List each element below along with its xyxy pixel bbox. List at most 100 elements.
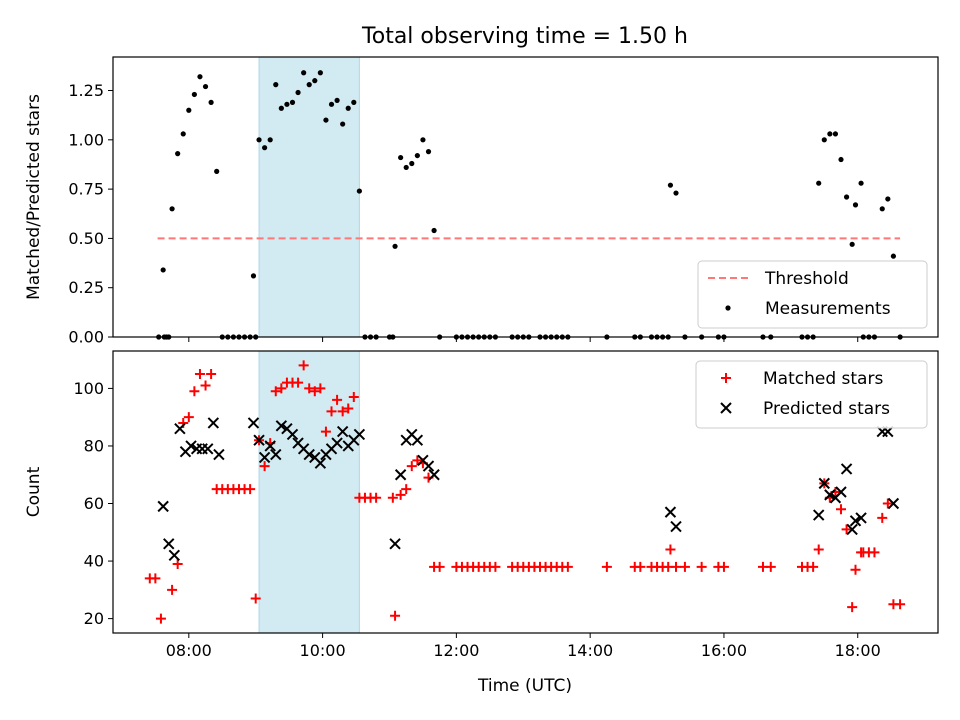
predicted-star-point: [411, 434, 424, 446]
x-tick-label: 08:00: [166, 641, 212, 660]
measurement-point: [284, 101, 290, 107]
matched-star-point: [371, 492, 382, 503]
matched-star-point: [259, 461, 270, 472]
matched-star-point: [343, 403, 354, 414]
measurement-point: [278, 105, 284, 111]
predicted-star-point: [670, 520, 682, 533]
predicted-star-point: [428, 469, 440, 481]
matched-star-point: [309, 386, 320, 397]
matched-star-point: [304, 383, 315, 394]
predicted-star-point: [846, 523, 858, 536]
measurement-point: [849, 241, 855, 247]
measurement-point: [208, 99, 214, 105]
matched-star-point: [276, 383, 287, 394]
measurement-point: [832, 131, 839, 137]
y-axis-label: Matched/Predicted stars: [24, 94, 44, 300]
matched-star-point: [206, 369, 217, 380]
measurement-point: [398, 154, 404, 161]
matched-star-point: [200, 380, 211, 391]
matched-star-point: [406, 461, 417, 472]
measurement-point: [262, 145, 268, 151]
legend-predicted-swatch: [720, 402, 732, 414]
matched-star-point: [155, 613, 166, 624]
measurement-point: [289, 99, 296, 105]
matched-star-point: [332, 394, 343, 405]
matched-star-point: [194, 369, 205, 380]
measurement-point: [160, 267, 166, 273]
measurement-point: [351, 99, 357, 105]
plot-frame: [112, 56, 939, 338]
measurement-point: [356, 188, 362, 194]
figure-title: Total observing time = 1.50 h: [361, 24, 688, 49]
matched-star-point: [245, 484, 256, 495]
measurement-point: [202, 83, 209, 90]
predicted-star-point: [855, 512, 867, 524]
matched-star-point: [189, 386, 200, 397]
measurement-point: [420, 137, 426, 143]
matched-star-point: [183, 412, 194, 423]
matched-star-point: [490, 561, 501, 572]
series-matched-stars: [144, 360, 906, 624]
y-tick-label: 80: [84, 436, 104, 455]
matched-star-point: [412, 455, 423, 466]
measurement-point: [169, 206, 175, 212]
x-tick-label: 10:00: [300, 641, 346, 660]
plot-frame: [112, 350, 939, 634]
top-panel-ratio-chart: 0.00 0.25 0.50 0.75 1.00 1.25 Matched/Predicte…: [24, 56, 939, 347]
measurement-point: [843, 194, 850, 200]
matched-star-point: [850, 564, 861, 575]
matched-star-point: [250, 593, 261, 604]
y-axis-label: Count: [24, 466, 44, 517]
predicted-star-point: [247, 417, 260, 429]
measurement-point: [295, 89, 301, 96]
measurement-point: [838, 156, 844, 163]
predicted-star-point: [185, 440, 197, 452]
predicted-star-point: [664, 506, 677, 518]
matched-star-point: [298, 360, 309, 371]
matched-star-point: [320, 426, 331, 437]
matched-star-point: [326, 406, 337, 417]
matched-star-point: [395, 489, 406, 500]
measurement-point: [890, 253, 897, 259]
predicted-star-point: [270, 448, 282, 461]
measurement-point: [250, 273, 257, 279]
predicted-star-point: [168, 549, 181, 562]
matched-star-point: [270, 386, 281, 397]
predicted-star-point: [336, 425, 349, 438]
measurement-point: [323, 117, 329, 123]
legend-box: [695, 360, 928, 429]
measurement-point: [267, 137, 273, 143]
matched-star-point: [562, 561, 573, 572]
legend-measurement-swatch: [725, 305, 731, 311]
predicted-star-point: [174, 422, 186, 435]
x-axis-label: Time (UTC): [477, 676, 572, 696]
y-tick-label: 0.50: [68, 229, 104, 248]
measurement-point: [301, 70, 307, 76]
matched-star-point: [167, 584, 178, 595]
x-tick-label: 14:00: [567, 641, 613, 660]
measurement-point: [425, 149, 432, 155]
predicted-star-point: [818, 477, 830, 490]
matched-star-point: [635, 561, 646, 572]
matched-star-point: [765, 561, 776, 572]
legend-label: Predicted stars: [763, 399, 890, 419]
predicted-star-point: [253, 434, 265, 446]
predicted-star-point: [824, 489, 836, 501]
matched-star-point: [679, 561, 690, 572]
x-tick-label: 18:00: [835, 641, 881, 660]
matched-star-point: [836, 504, 847, 515]
y-tick-label: 1.25: [68, 81, 104, 100]
matched-star-point: [315, 383, 326, 394]
predicted-star-point: [422, 460, 435, 472]
legend-matched-swatch: [721, 373, 731, 383]
y-tick-label: 60: [84, 494, 104, 513]
measurement-point: [317, 70, 323, 76]
matched-star-point: [387, 492, 398, 503]
measurement-point: [409, 160, 415, 167]
legend: Threshold Measurements: [697, 260, 928, 329]
predicted-star-point: [394, 469, 407, 481]
predicted-star-point: [813, 509, 825, 521]
measurement-point: [256, 137, 262, 143]
predicted-star-point: [840, 463, 853, 475]
y-tick-label: 40: [84, 552, 104, 571]
